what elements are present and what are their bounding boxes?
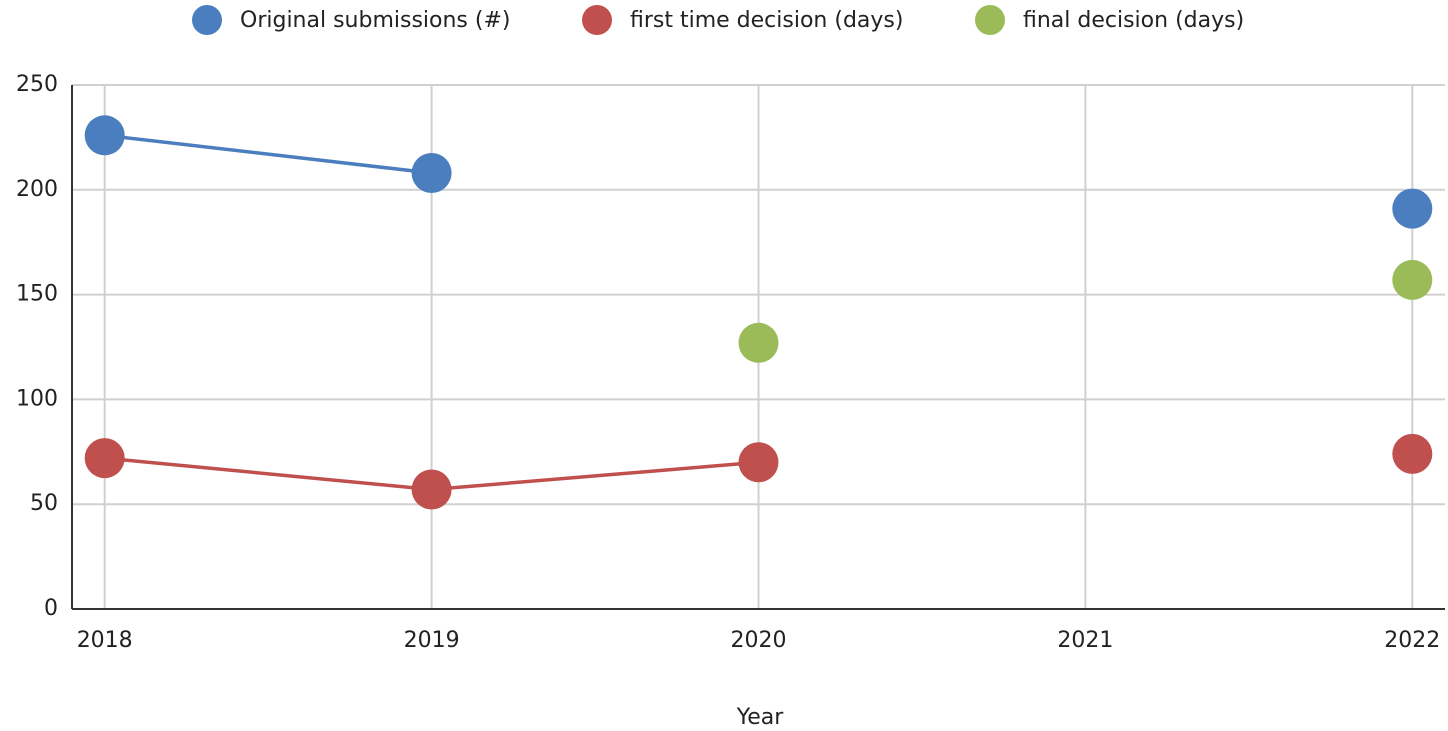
x-tick-label: 2020: [731, 628, 787, 653]
y-tick-label: 0: [44, 596, 58, 621]
x-tick-label: 2022: [1384, 628, 1440, 653]
legend-label: first time decision (days): [630, 8, 903, 33]
y-tick-label: 200: [16, 177, 58, 202]
y-tick-label: 100: [16, 386, 58, 411]
legend-marker: [582, 5, 612, 35]
data-point: [84, 115, 125, 156]
y-tick-label: 150: [16, 282, 58, 307]
x-tick-label: 2019: [404, 628, 460, 653]
data-point: [1392, 188, 1433, 229]
legend-label: Original submissions (#): [240, 8, 511, 33]
data-point: [1392, 433, 1433, 474]
x-axis-label: Year: [736, 705, 785, 730]
data-point: [84, 438, 125, 479]
y-tick-label: 250: [16, 72, 58, 97]
legend-marker: [192, 5, 222, 35]
x-tick-label: 2018: [77, 628, 133, 653]
y-tick-label: 50: [30, 491, 58, 516]
data-point: [738, 322, 779, 363]
data-point: [738, 442, 779, 483]
data-point: [1392, 259, 1433, 300]
x-tick-label: 2021: [1057, 628, 1113, 653]
data-point: [411, 153, 452, 194]
legend-marker: [975, 5, 1005, 35]
data-point: [411, 469, 452, 510]
legend-label: final decision (days): [1023, 8, 1244, 33]
